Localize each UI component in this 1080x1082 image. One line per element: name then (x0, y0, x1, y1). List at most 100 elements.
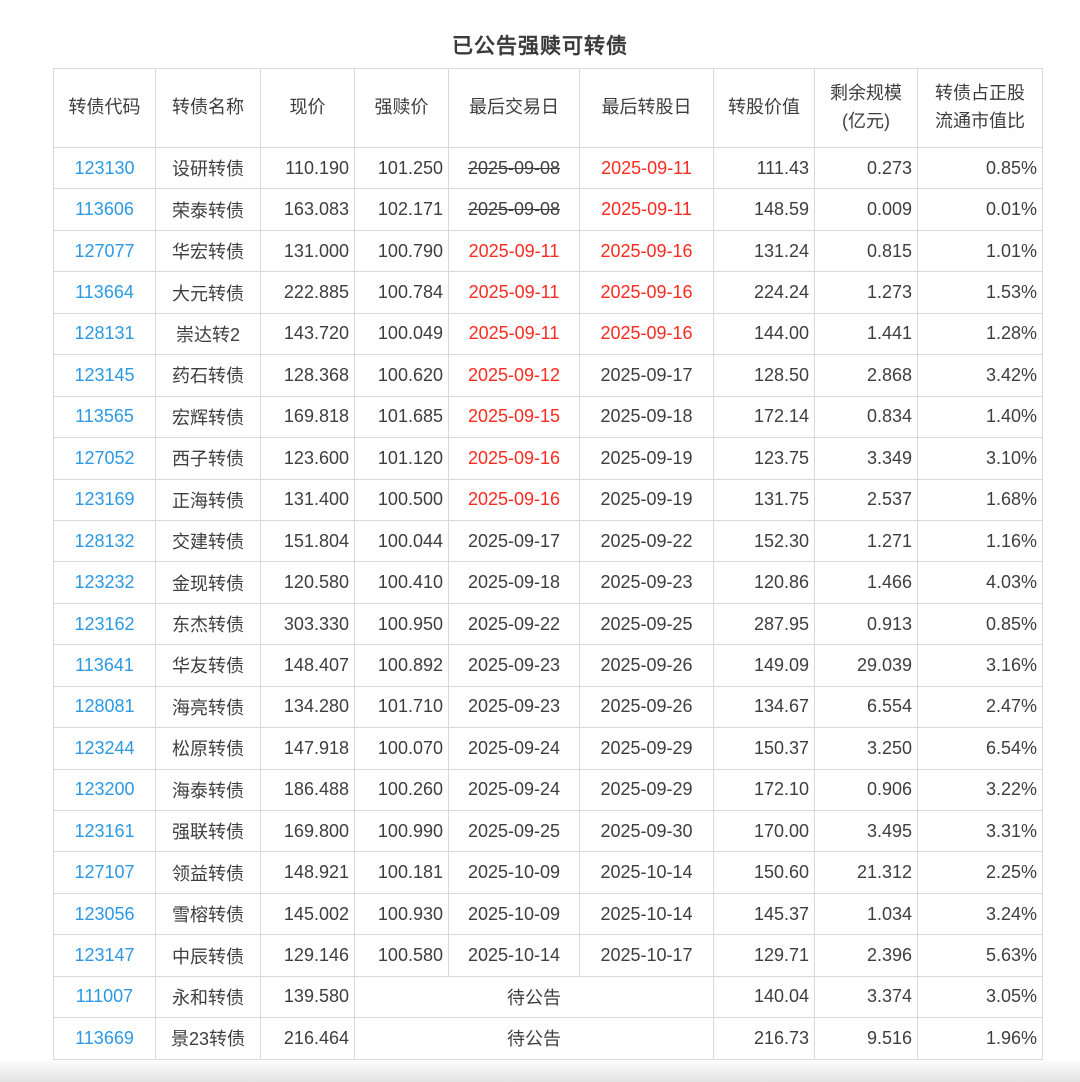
bond-code-link[interactable]: 127077 (53, 229, 156, 273)
bond-code-link[interactable]: 123162 (53, 602, 156, 646)
last-trade-date: 2025-09-08 (448, 188, 580, 231)
remaining-size: 21.312 (814, 851, 918, 894)
redeem-price: 101.250 (354, 146, 449, 190)
last-trade-date: 2025-09-25 (448, 809, 580, 853)
bond-code-link[interactable]: 128132 (53, 519, 156, 563)
last-convert-date: 2025-10-17 (579, 934, 714, 977)
col-header-bond-name: 转债名称 (155, 68, 261, 148)
table-header-row: 转债代码 转债名称 现价 强赎价 最后交易日 最后转股日 转股价值 剩余规模 (… (53, 68, 1043, 148)
convert-value: 145.37 (713, 892, 815, 936)
bond-name: 松原转债 (155, 727, 261, 770)
bond-name: 雪榕转债 (155, 892, 261, 936)
redeem-price: 100.410 (354, 561, 449, 604)
current-price: 145.002 (260, 892, 355, 936)
remaining-size: 2.537 (814, 478, 918, 521)
pending-announcement-cell: 待公告 (354, 975, 714, 1019)
redeem-price: 100.930 (354, 892, 449, 936)
redeem-price: 100.620 (354, 354, 449, 397)
table-row: 127077 华宏转债 131.000 100.790 2025-09-11 2025-0… (53, 229, 1043, 273)
table-row: 113606 荣泰转债 163.083 102.171 2025-09-08 2025-0… (53, 188, 1043, 231)
current-price: 169.800 (260, 809, 355, 853)
remaining-size: 3.349 (814, 437, 918, 480)
table-row: 123232 金现转债 120.580 100.410 2025-09-18 2025-0… (53, 561, 1043, 604)
redeem-price: 100.784 (354, 271, 449, 314)
table-row: 113641 华友转债 148.407 100.892 2025-09-23 2025-0… (53, 644, 1043, 687)
last-convert-date: 2025-09-26 (579, 685, 714, 729)
market-cap-ratio: 3.31% (917, 809, 1043, 853)
bond-code-link[interactable]: 113664 (53, 271, 156, 314)
col-header-remaining-size: 剩余规模 (亿元) (814, 68, 918, 148)
convert-value: 144.00 (713, 312, 815, 356)
market-cap-ratio: 3.05% (917, 975, 1043, 1019)
bond-name: 西子转债 (155, 437, 261, 480)
last-trade-date: 2025-09-16 (448, 478, 580, 521)
redeem-price: 100.181 (354, 851, 449, 894)
last-trade-date: 2025-09-15 (448, 395, 580, 439)
bond-code-link[interactable]: 128081 (53, 685, 156, 729)
bond-name: 大元转债 (155, 271, 261, 314)
convert-value: 224.24 (713, 271, 815, 314)
table-row: 111007 永和转债 139.580 待公告 140.04 3.374 3.05% (53, 975, 1043, 1019)
bond-code-link[interactable]: 127052 (53, 437, 156, 480)
bond-name: 华友转债 (155, 644, 261, 687)
bond-code-link[interactable]: 113606 (53, 188, 156, 231)
table-row: 113669 景23转债 216.464 待公告 216.73 9.516 1.96% (53, 1017, 1043, 1060)
remaining-size: 1.273 (814, 271, 918, 314)
redeem-price: 101.120 (354, 437, 449, 480)
remaining-size: 1.466 (814, 561, 918, 604)
last-trade-date: 2025-09-24 (448, 768, 580, 812)
current-price: 128.368 (260, 354, 355, 397)
redeem-price: 101.710 (354, 685, 449, 729)
bond-code-link[interactable]: 123161 (53, 809, 156, 853)
bond-name: 设研转债 (155, 146, 261, 190)
bond-name: 荣泰转债 (155, 188, 261, 231)
last-convert-date: 2025-09-18 (579, 395, 714, 439)
bond-name: 海亮转债 (155, 685, 261, 729)
table-row: 123161 强联转债 169.800 100.990 2025-09-25 2025-0… (53, 809, 1043, 853)
bond-code-link[interactable]: 123056 (53, 892, 156, 936)
remaining-size: 9.516 (814, 1017, 918, 1060)
bond-name: 强联转债 (155, 809, 261, 853)
bond-code-link[interactable]: 123244 (53, 727, 156, 770)
bond-code-link[interactable]: 127107 (53, 851, 156, 894)
market-cap-ratio: 0.85% (917, 602, 1043, 646)
convert-value: 172.10 (713, 768, 815, 812)
last-trade-date: 2025-09-22 (448, 602, 580, 646)
bond-code-link[interactable]: 113641 (53, 644, 156, 687)
convert-value: 131.75 (713, 478, 815, 521)
market-cap-ratio: 1.16% (917, 519, 1043, 563)
last-trade-date: 2025-09-11 (448, 229, 580, 273)
bond-name: 景23转债 (155, 1017, 261, 1060)
bond-code-link[interactable]: 111007 (53, 975, 156, 1019)
convert-value: 148.59 (713, 188, 815, 231)
bond-code-link[interactable]: 113565 (53, 395, 156, 439)
bond-code-link[interactable]: 113669 (53, 1017, 156, 1060)
bond-code-link[interactable]: 123147 (53, 934, 156, 977)
remaining-size: 2.396 (814, 934, 918, 977)
market-cap-ratio: 1.53% (917, 271, 1043, 314)
last-convert-date: 2025-10-14 (579, 851, 714, 894)
last-trade-date: 2025-09-08 (448, 146, 580, 190)
convert-value: 131.24 (713, 229, 815, 273)
current-price: 131.400 (260, 478, 355, 521)
bond-code-link[interactable]: 123200 (53, 768, 156, 812)
redeem-price: 100.070 (354, 727, 449, 770)
remaining-size: 1.034 (814, 892, 918, 936)
bond-code-link[interactable]: 123169 (53, 478, 156, 521)
remaining-size: 0.273 (814, 146, 918, 190)
bond-code-link[interactable]: 123145 (53, 354, 156, 397)
last-trade-date: 2025-09-23 (448, 685, 580, 729)
bond-code-link[interactable]: 123130 (53, 146, 156, 190)
remaining-size: 29.039 (814, 644, 918, 687)
bond-code-link[interactable]: 123232 (53, 561, 156, 604)
remaining-size: 0.906 (814, 768, 918, 812)
current-price: 186.488 (260, 768, 355, 812)
remaining-size: 0.009 (814, 188, 918, 231)
last-convert-date: 2025-09-17 (579, 354, 714, 397)
table-row: 123130 设研转债 110.190 101.250 2025-09-08 2025-0… (53, 146, 1043, 190)
current-price: 134.280 (260, 685, 355, 729)
remaining-size: 0.815 (814, 229, 918, 273)
market-cap-ratio: 1.68% (917, 478, 1043, 521)
bond-code-link[interactable]: 128131 (53, 312, 156, 356)
